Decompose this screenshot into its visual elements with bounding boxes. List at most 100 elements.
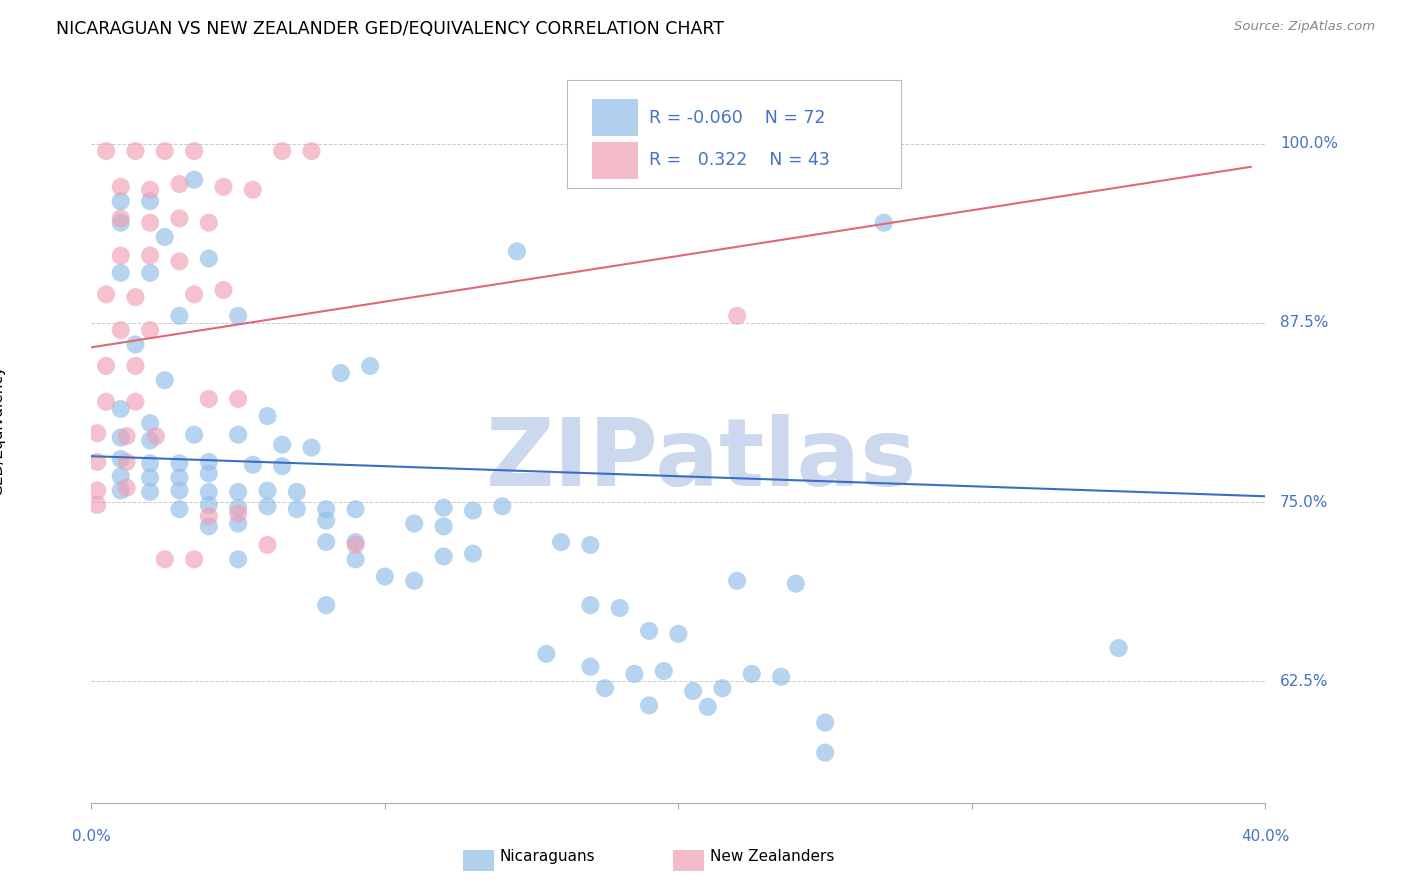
Point bbox=[139, 323, 162, 337]
Point bbox=[271, 144, 294, 158]
Point bbox=[770, 670, 793, 684]
FancyBboxPatch shape bbox=[592, 142, 638, 179]
Point bbox=[169, 177, 191, 191]
Point bbox=[212, 180, 235, 194]
Point bbox=[461, 503, 484, 517]
Point bbox=[315, 514, 337, 528]
Point bbox=[315, 598, 337, 612]
Point bbox=[197, 252, 219, 266]
Point bbox=[153, 373, 176, 387]
Point bbox=[256, 483, 278, 498]
Point bbox=[169, 456, 191, 470]
Point bbox=[579, 659, 602, 673]
Point bbox=[579, 538, 602, 552]
Point bbox=[139, 485, 162, 500]
Point bbox=[226, 552, 249, 566]
Point bbox=[169, 483, 191, 498]
Text: 40.0%: 40.0% bbox=[1241, 829, 1289, 844]
Point bbox=[169, 502, 191, 516]
FancyBboxPatch shape bbox=[592, 99, 638, 136]
Point bbox=[301, 441, 323, 455]
Point bbox=[86, 455, 108, 469]
Point bbox=[696, 699, 718, 714]
Point bbox=[86, 483, 108, 498]
Point bbox=[226, 309, 249, 323]
Point bbox=[256, 500, 278, 514]
Point bbox=[197, 467, 219, 481]
Point bbox=[682, 684, 704, 698]
Text: ZIPatlas: ZIPatlas bbox=[486, 414, 918, 506]
Point bbox=[197, 216, 219, 230]
Point bbox=[197, 455, 219, 469]
Point bbox=[183, 144, 205, 158]
Point bbox=[169, 211, 191, 226]
Point bbox=[315, 535, 337, 549]
Point bbox=[139, 216, 162, 230]
Point bbox=[344, 535, 367, 549]
Point bbox=[226, 427, 249, 442]
Point bbox=[169, 470, 191, 484]
Point bbox=[344, 538, 367, 552]
Point bbox=[359, 359, 381, 373]
Point bbox=[110, 180, 132, 194]
Text: New Zealanders: New Zealanders bbox=[710, 849, 834, 863]
Point bbox=[139, 249, 162, 263]
Point bbox=[593, 681, 616, 696]
Point bbox=[256, 409, 278, 423]
Point bbox=[344, 552, 367, 566]
Point bbox=[124, 337, 146, 351]
Point bbox=[461, 547, 484, 561]
Point bbox=[94, 359, 117, 373]
Point bbox=[329, 366, 352, 380]
Point bbox=[145, 429, 167, 443]
Text: 100.0%: 100.0% bbox=[1279, 136, 1339, 152]
Point bbox=[814, 746, 837, 760]
Point bbox=[110, 216, 132, 230]
Point bbox=[139, 266, 162, 280]
Point bbox=[153, 144, 176, 158]
Point bbox=[432, 549, 454, 564]
Point bbox=[785, 576, 807, 591]
Point bbox=[110, 266, 132, 280]
Text: 87.5%: 87.5% bbox=[1279, 316, 1329, 330]
Point bbox=[271, 459, 294, 474]
Point bbox=[623, 666, 645, 681]
Point bbox=[711, 681, 734, 696]
Point bbox=[197, 498, 219, 512]
Point bbox=[344, 502, 367, 516]
Point bbox=[725, 574, 748, 588]
Point bbox=[814, 715, 837, 730]
Point bbox=[197, 485, 219, 500]
Point bbox=[110, 249, 132, 263]
Point bbox=[139, 416, 162, 430]
Point bbox=[153, 552, 176, 566]
Point bbox=[139, 434, 162, 448]
Point bbox=[86, 498, 108, 512]
Point bbox=[271, 438, 294, 452]
Point bbox=[197, 509, 219, 524]
Point bbox=[652, 664, 675, 678]
Point bbox=[226, 485, 249, 500]
Point bbox=[404, 516, 426, 531]
Point bbox=[285, 502, 308, 516]
Text: R = -0.060    N = 72: R = -0.060 N = 72 bbox=[650, 109, 825, 127]
Point bbox=[139, 456, 162, 470]
Point bbox=[110, 469, 132, 483]
Point bbox=[666, 627, 689, 641]
Point bbox=[110, 431, 132, 445]
Point bbox=[139, 194, 162, 209]
Point bbox=[374, 569, 396, 583]
Text: 0.0%: 0.0% bbox=[72, 829, 111, 844]
Point bbox=[197, 519, 219, 533]
Point bbox=[183, 552, 205, 566]
Point bbox=[139, 183, 162, 197]
Point bbox=[741, 666, 763, 681]
Point bbox=[139, 470, 162, 484]
Point bbox=[110, 401, 132, 416]
Point bbox=[169, 254, 191, 268]
Text: 75.0%: 75.0% bbox=[1279, 494, 1329, 509]
Point bbox=[86, 426, 108, 441]
Text: Nicaraguans: Nicaraguans bbox=[499, 849, 595, 863]
Point bbox=[124, 394, 146, 409]
Point bbox=[609, 601, 631, 615]
